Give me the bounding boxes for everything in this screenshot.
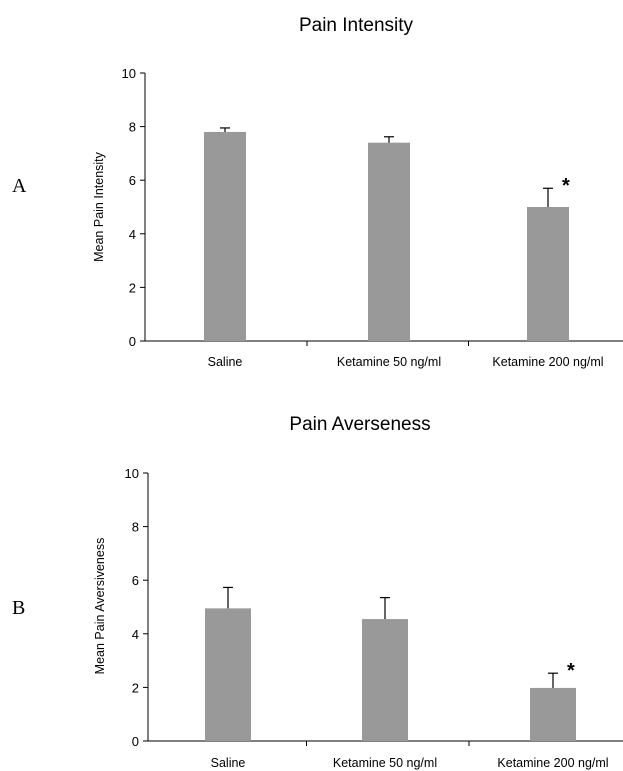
bar (362, 619, 408, 741)
bars (204, 131, 569, 341)
x-tick-label: Ketamine 50 ng/ml (337, 355, 441, 369)
bar (527, 207, 569, 341)
chart-pain-averseness: B Pain Averseness Mean Pain Aversiveness… (12, 414, 623, 770)
y-axis-label: Mean Pain Intensity (92, 151, 106, 262)
error-bars (220, 127, 553, 207)
y-tick-label: 4 (129, 227, 136, 242)
y-tick-label: 6 (129, 173, 136, 188)
x-tick-labels: Saline Ketamine 50 ng/ml Ketamine 200 ng/m… (208, 355, 604, 369)
bar (368, 142, 410, 341)
y-tick-label: 8 (132, 520, 139, 535)
y-tick-label: 0 (129, 334, 136, 349)
bar (205, 608, 251, 741)
x-tick-label: Ketamine 50 ng/ml (333, 756, 437, 770)
y-tick-label: 0 (132, 734, 139, 749)
significance-marker: * (567, 660, 575, 682)
chart-title: Pain Averseness (289, 414, 430, 435)
x-tick-label: Saline (208, 355, 243, 369)
bar (530, 687, 576, 741)
x-tick-label: Ketamine 200 ng/ml (492, 355, 603, 369)
panel-label-b: B (12, 597, 25, 619)
significance-markers: * (567, 660, 575, 682)
significance-markers: * (562, 175, 570, 197)
y-tick-label: 2 (132, 680, 139, 695)
x-tick-label: Ketamine 200 ng/ml (497, 756, 608, 770)
y-axis-label: Mean Pain Aversiveness (93, 538, 107, 675)
y-tick-label: 2 (129, 280, 136, 295)
bar (204, 131, 246, 341)
y-tick-label: 8 (129, 120, 136, 135)
y-tick-label: 10 (122, 66, 136, 81)
chart-title: Pain Intensity (299, 15, 414, 36)
bars (205, 608, 576, 741)
error-bars (223, 586, 558, 688)
x-tick-labels: Saline Ketamine 50 ng/ml Ketamine 200 ng/m… (211, 756, 609, 770)
x-tick-label: Saline (211, 756, 246, 770)
chart-pain-intensity: A Pain Intensity Mean Pain Intensity 0 2 4… (12, 15, 623, 369)
y-ticks: 0 2 4 6 8 10 (125, 466, 470, 749)
y-tick-label: 6 (132, 573, 139, 588)
y-tick-label: 4 (132, 627, 139, 642)
significance-marker: * (562, 175, 570, 197)
panel-label-a: A (12, 175, 27, 197)
y-tick-label: 10 (125, 466, 139, 481)
y-ticks: 0 2 4 6 8 10 (122, 66, 469, 349)
